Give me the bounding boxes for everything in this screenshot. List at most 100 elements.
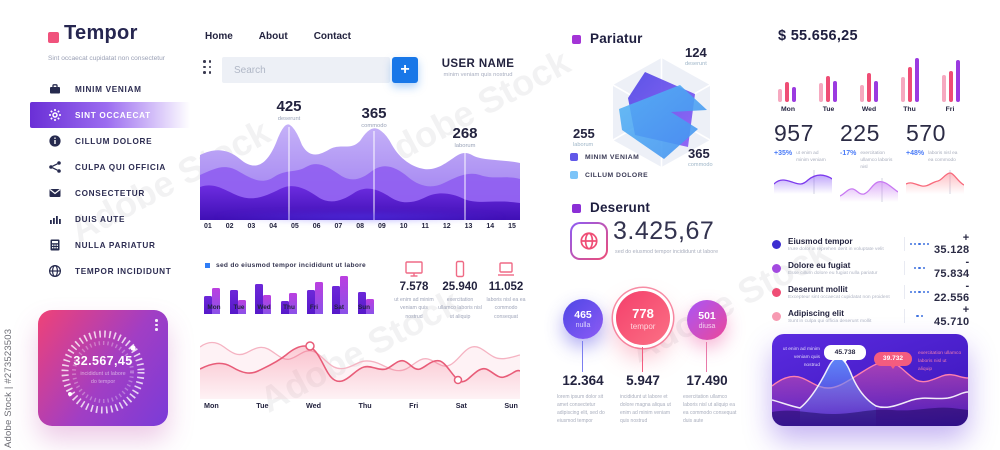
kpi-sparkline xyxy=(839,177,899,202)
more-options-icon[interactable] xyxy=(155,319,158,333)
total-amount: $ 55.656,25 xyxy=(778,28,858,44)
wave-card-left-caption: ut enim ad minim veniam quis nostrud xyxy=(782,347,820,368)
bubble-caption: exercitation ullamco laboris nisl ut ali… xyxy=(683,394,737,424)
bar xyxy=(908,67,912,102)
bar-group-thu xyxy=(901,58,919,102)
nav-home[interactable]: Home xyxy=(205,31,233,42)
bar-label: Sun xyxy=(357,304,371,311)
watermark-side: Adobe Stock | #273523503 xyxy=(3,328,14,448)
sidebar-item-minim-veniam[interactable]: MINIM VENIAM xyxy=(30,76,190,102)
sidebar-item-label: TEMPOR INCIDIDUNT xyxy=(75,266,172,276)
bubble-amount: 17.490 xyxy=(686,373,728,388)
daily-bar-labels: Mon Tue Wed Thu Fri xyxy=(778,106,960,113)
bubble-value: 465 xyxy=(574,309,592,321)
sidebar-item-label: CILLUM DOLORE xyxy=(75,136,153,146)
stat-value: 25.940 xyxy=(442,281,478,293)
gear-icon xyxy=(48,108,62,122)
tablet-icon xyxy=(438,260,482,278)
line-chart-label: Thu xyxy=(358,401,372,410)
bar-group-thu xyxy=(280,293,297,314)
laptop-icon xyxy=(484,260,528,278)
bar-label: Sat xyxy=(334,304,344,311)
third-column: Pariatur 124 deserunt 255 laborum 365 xyxy=(555,25,760,425)
gauge-card: 32.567,45 incididunt ut labore do tempor xyxy=(38,310,168,426)
sidebar-item-duis-aute[interactable]: DUIS AUTE xyxy=(30,206,190,232)
sidebar-item-label: CULPA QUI OFFICIA xyxy=(75,162,167,172)
transaction-text: Dolore eu fugiat Esse cillum dolore eu fu… xyxy=(788,261,904,276)
x-axis-label: 09 xyxy=(378,223,386,230)
bar-group-tue xyxy=(819,76,837,102)
radar-label: laborum xyxy=(573,142,594,148)
radar-label: commodo xyxy=(688,162,713,168)
kpi-delta: -17% xyxy=(840,150,857,157)
bar xyxy=(874,81,878,102)
transaction-title: Deserunt mollit xyxy=(788,284,848,294)
bubble-nulla: 465 nulla xyxy=(563,299,603,339)
transaction-row[interactable]: Dolore eu fugiat Esse cillum dolore eu fu… xyxy=(772,256,970,280)
menu-dots-icon[interactable] xyxy=(203,60,211,74)
radar-label: deserunt xyxy=(685,61,707,67)
wave-card: ut enim ad minim veniam quis nostrud exe… xyxy=(772,334,968,426)
transaction-subtitle: Excepteur sint occaecat cupidatat non pr… xyxy=(788,294,890,300)
bubble-tempor: 778 tempor xyxy=(616,291,670,345)
kpi-stat: 957 +35% ut enim ad minim veniam xyxy=(773,120,834,207)
globe-badge xyxy=(570,222,608,260)
bar-magenta xyxy=(263,295,272,314)
weekly-bar-chart xyxy=(204,276,374,314)
transaction-amount: - 75.834 xyxy=(934,256,970,280)
user-name: USER NAME xyxy=(441,58,515,70)
line-chart-label: Tue xyxy=(256,401,269,410)
x-axis-label: 13 xyxy=(464,223,473,230)
add-button[interactable]: + xyxy=(392,57,418,83)
radar-value: 365 xyxy=(688,146,710,161)
device-stats: 7.578 ut enim ad minim veniam quis nostr… xyxy=(392,260,528,321)
legend-square-icon xyxy=(205,263,210,268)
tooltip-white: 45.738 xyxy=(824,345,866,360)
nav-about[interactable]: About xyxy=(258,31,288,42)
bar-label: Wed xyxy=(257,304,271,311)
stat-laptop: 11.052 laboris nisl ea ea commodo conseq… xyxy=(484,260,528,321)
bar-group-wed xyxy=(255,284,272,314)
stat-tablet: 25.940 exercitation ullamco laboris nisl… xyxy=(438,260,482,321)
sidebar-item-consectetur[interactable]: CONSECTETUR xyxy=(30,180,190,206)
category-dot-icon xyxy=(772,287,781,297)
sidebar-item-label: MINIM VENIAM xyxy=(75,84,142,94)
legend-swatch-icon xyxy=(570,153,578,161)
bar-group-mon xyxy=(778,82,796,102)
sidebar-item-nulla-pariatur[interactable]: NULLA PARIATUR xyxy=(30,232,190,258)
bar xyxy=(833,81,837,102)
category-dot-icon xyxy=(772,239,781,249)
legend-swatch-icon xyxy=(570,171,578,179)
x-axis-label: 04 xyxy=(269,223,278,230)
connector-line xyxy=(706,342,708,372)
sidebar-item-sint-occaecat[interactable]: SINT OCCAECAT xyxy=(30,102,190,128)
user-block[interactable]: USER NAME minim veniam quis nostrud xyxy=(436,58,520,78)
sidebar-item-cillum-dolore[interactable]: CILLUM DOLORE xyxy=(30,128,190,154)
bubble-amount: 12.364 xyxy=(562,373,604,388)
sidebar-item-culpa-qui-officia[interactable]: CULPA QUI OFFICIA xyxy=(30,154,190,180)
bubble-caption: lorem ipsum dolor sit amet consectetur a… xyxy=(557,394,605,424)
bar-group-mon xyxy=(204,288,220,314)
globe-icon xyxy=(572,224,606,258)
annotation-label: laborum xyxy=(454,143,476,149)
category-dot-icon xyxy=(772,263,781,273)
bubble-label: tempor xyxy=(630,321,656,331)
transaction-text: Deserunt mollit Excepteur sint occaecat c… xyxy=(788,285,904,300)
x-axis-label: 02 xyxy=(225,223,234,230)
transaction-row[interactable]: Adipiscing elit Sunt in culpa qui officia… xyxy=(772,304,969,328)
kpi-delta: +48% xyxy=(906,150,925,157)
x-axis-label: 15 xyxy=(508,223,516,230)
transaction-row[interactable]: Deserunt mollit Excepteur sint occaecat c… xyxy=(772,280,969,304)
transaction-text: Adipiscing elit Sunt in culpa qui officia… xyxy=(788,309,904,324)
sidebar-item-tempor-incididunt[interactable]: TEMPOR INCIDIDUNT xyxy=(30,258,190,284)
bar-magenta xyxy=(288,293,297,314)
annotation-value: 268 xyxy=(452,125,478,142)
rating-dots xyxy=(904,309,934,323)
nav-contact[interactable]: Contact xyxy=(313,31,351,42)
transaction-title: Adipiscing elit xyxy=(788,308,844,318)
transaction-row[interactable]: Eiusmod tempor Irure dolor in reprehen de… xyxy=(772,232,969,256)
search-input[interactable] xyxy=(222,57,390,83)
x-axis-label: 11 xyxy=(421,223,429,230)
bar-violet xyxy=(280,301,289,314)
bar-magenta xyxy=(212,288,220,314)
